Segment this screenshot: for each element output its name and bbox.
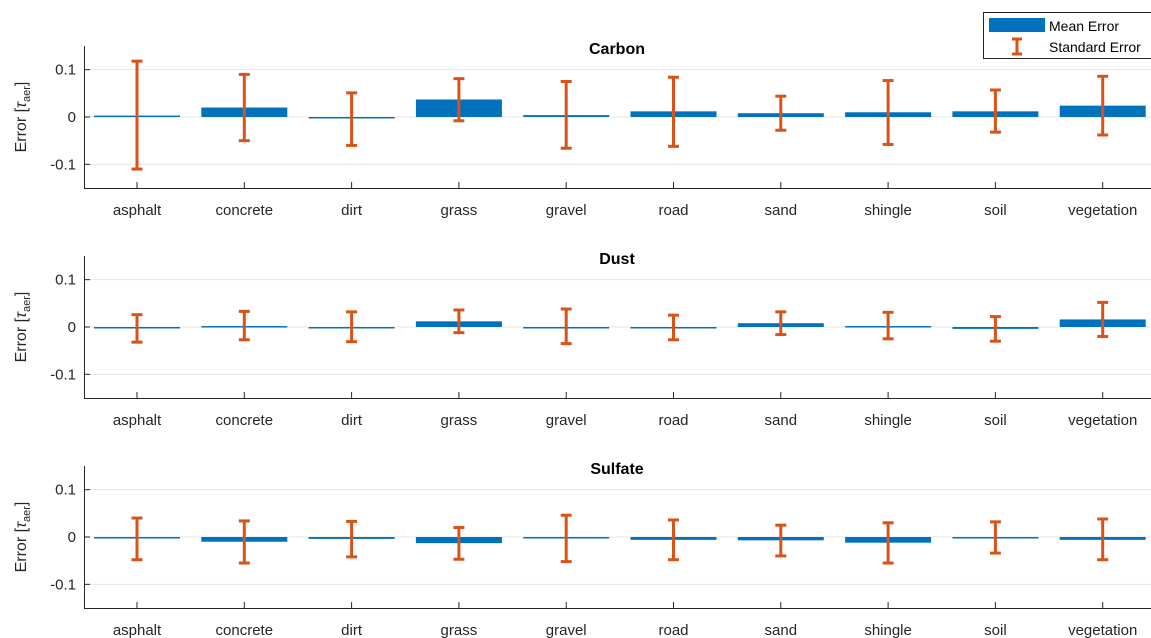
y-axis-label-close: ] bbox=[13, 292, 30, 296]
x-tick-label-dirt: dirt bbox=[341, 622, 363, 638]
x-tick-label-concrete: concrete bbox=[216, 412, 274, 429]
error-bar-gravel bbox=[560, 80, 572, 150]
error-bar-gravel bbox=[560, 307, 572, 346]
y-axis-label-subscript: aer bbox=[21, 506, 33, 522]
x-tick-label-sand: sand bbox=[765, 622, 798, 638]
error-bar-asphalt bbox=[131, 59, 143, 171]
error-bar-soil bbox=[989, 520, 1001, 555]
x-tick-label-vegetation: vegetation bbox=[1068, 412, 1137, 429]
x-tick-label-concrete: concrete bbox=[216, 202, 274, 219]
x-tick-label-asphalt: asphalt bbox=[113, 202, 162, 219]
y-axis-label: Error [τaer] bbox=[13, 502, 33, 573]
y-axis-label-tau: τ bbox=[13, 311, 30, 318]
y-tick-label: 0 bbox=[68, 529, 76, 546]
x-tick-label-road: road bbox=[658, 622, 688, 638]
x-tick-label-sand: sand bbox=[765, 202, 798, 219]
legend-mean-label: Mean Error bbox=[1049, 18, 1119, 34]
error-bar-road bbox=[668, 313, 679, 342]
error-bar-road bbox=[668, 75, 679, 148]
error-bar-shingle bbox=[882, 79, 894, 146]
x-tick-label-sand: sand bbox=[765, 412, 798, 429]
x-tick-label-road: road bbox=[658, 412, 688, 429]
y-axis-label-main: Error [ bbox=[13, 107, 30, 152]
y-tick-label: -0.1 bbox=[50, 366, 76, 383]
chart-panel-dust: 0.1 0 -0.1 asphalt concrete dirt grass gravel ro… bbox=[13, 251, 1151, 429]
error-bar-asphalt bbox=[131, 516, 143, 562]
error-bar-vegetation bbox=[1097, 517, 1109, 562]
x-tick-label-dirt: dirt bbox=[341, 202, 363, 219]
y-axis-label: Error [τaer] bbox=[13, 292, 33, 363]
x-tick-label-gravel: gravel bbox=[546, 622, 587, 638]
x-tick-label-vegetation: vegetation bbox=[1068, 202, 1137, 219]
y-axis-label-tau: τ bbox=[13, 521, 30, 528]
x-tick-label-grass: grass bbox=[441, 412, 478, 429]
legend-std-swatch bbox=[1012, 37, 1022, 56]
x-tick-label-soil: soil bbox=[984, 622, 1007, 638]
x-tick-label-vegetation: vegetation bbox=[1068, 622, 1137, 638]
y-tick-label: -0.1 bbox=[50, 156, 76, 173]
error-bar-grass bbox=[453, 526, 465, 561]
error-bar-vegetation bbox=[1097, 300, 1109, 338]
y-axis-label-close: ] bbox=[13, 502, 30, 506]
y-tick-label: 0 bbox=[68, 109, 76, 126]
error-bar-sand bbox=[775, 94, 787, 132]
y-axis-label-subscript: aer bbox=[21, 86, 33, 102]
y-tick-label: 0 bbox=[68, 319, 76, 336]
y-axis-label: Error [τaer] bbox=[13, 82, 33, 153]
x-tick-label-gravel: gravel bbox=[546, 202, 587, 219]
y-axis-label-close: ] bbox=[13, 82, 30, 86]
error-bar-dirt bbox=[346, 91, 358, 147]
error-bar-grass bbox=[453, 77, 465, 123]
x-tick-label-asphalt: asphalt bbox=[113, 622, 162, 638]
y-tick-label: 0.1 bbox=[55, 62, 76, 79]
x-tick-label-shingle: shingle bbox=[864, 622, 912, 638]
x-tick-label-road: road bbox=[658, 202, 688, 219]
chart-panel-sulfate: 0.1 0 -0.1 asphalt concrete dirt grass gravel ro… bbox=[13, 461, 1151, 638]
error-bar-sand bbox=[775, 310, 787, 337]
y-axis-label-main: Error [ bbox=[13, 317, 30, 362]
x-tick-label-concrete: concrete bbox=[216, 622, 274, 638]
x-tick-label-shingle: shingle bbox=[864, 202, 912, 219]
y-axis-label-tau: τ bbox=[13, 101, 30, 108]
error-bar-asphalt bbox=[131, 313, 143, 344]
error-bar-grass bbox=[453, 308, 465, 335]
x-tick-label-asphalt: asphalt bbox=[113, 412, 162, 429]
legend-mean-swatch bbox=[989, 18, 1045, 32]
error-bar-gravel bbox=[560, 513, 572, 564]
x-tick-label-dirt: dirt bbox=[341, 412, 363, 429]
x-tick-label-shingle: shingle bbox=[864, 412, 912, 429]
error-bar-dirt bbox=[346, 519, 358, 559]
y-tick-label: 0.1 bbox=[55, 272, 76, 289]
error-bar-soil bbox=[989, 315, 1001, 343]
y-tick-label: -0.1 bbox=[50, 576, 76, 593]
legend-std-label: Standard Error bbox=[1049, 39, 1141, 55]
error-bar-concrete bbox=[238, 309, 250, 342]
error-bar-shingle bbox=[882, 310, 894, 341]
error-bar-vegetation bbox=[1097, 74, 1109, 137]
panel-title: Sulfate bbox=[590, 461, 643, 478]
x-tick-label-grass: grass bbox=[441, 202, 478, 219]
x-tick-label-grass: grass bbox=[441, 622, 478, 638]
legend: Mean Error Standard Error bbox=[983, 12, 1151, 59]
chart-panel-carbon: 0.1 0 -0.1 asphalt concrete dirt grass gravel ro… bbox=[13, 41, 1151, 219]
error-bar-road bbox=[668, 518, 679, 562]
error-bar-concrete bbox=[238, 519, 250, 565]
x-tick-label-soil: soil bbox=[984, 412, 1007, 429]
y-axis-label-main: Error [ bbox=[13, 527, 30, 572]
y-axis-label-subscript: aer bbox=[21, 296, 33, 312]
x-tick-label-gravel: gravel bbox=[546, 412, 587, 429]
error-bar-sand bbox=[775, 523, 787, 558]
panel-title: Dust bbox=[599, 251, 635, 268]
error-bar-shingle bbox=[882, 521, 894, 565]
panel-title: Carbon bbox=[589, 41, 645, 58]
error-bar-concrete bbox=[238, 72, 250, 143]
error-bar-dirt bbox=[346, 310, 358, 344]
x-tick-label-soil: soil bbox=[984, 202, 1007, 219]
y-tick-label: 0.1 bbox=[55, 482, 76, 499]
error-bar-soil bbox=[989, 88, 1001, 134]
